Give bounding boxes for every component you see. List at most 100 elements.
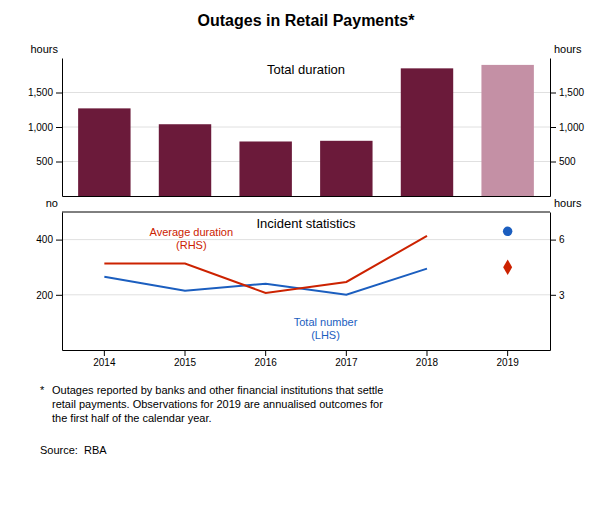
tick: 400	[36, 234, 62, 245]
tick-label: 1,500	[559, 87, 584, 98]
title: Outages in Retail Payments*	[198, 12, 416, 29]
legend-label: Average duration(RHS)	[150, 226, 234, 251]
tick-mark	[507, 350, 508, 356]
axis-line	[62, 213, 63, 351]
axis-title: hours	[30, 43, 58, 55]
grid-line	[62, 92, 550, 93]
tick: 1,500	[550, 87, 584, 98]
tick-label: 2015	[174, 357, 197, 368]
tick-mark	[550, 240, 556, 241]
tick-label: 3	[559, 290, 565, 301]
tick: 6	[550, 234, 565, 245]
bar	[320, 141, 372, 196]
tick-label: 400	[36, 234, 53, 245]
axis-title: hours	[554, 197, 582, 209]
tick: 500	[550, 156, 576, 167]
legend-label: Total number(LHS)	[294, 316, 358, 341]
tick-label: 1,000	[28, 122, 53, 133]
x-axis: 2014 2015 2016 2017 2018 2019	[63, 350, 551, 368]
bar	[401, 68, 453, 196]
line	[104, 269, 427, 295]
axis-title: hours	[554, 43, 582, 55]
point	[503, 227, 512, 236]
tick-mark	[550, 295, 556, 296]
tick-label: 500	[36, 156, 53, 167]
grid-line	[62, 127, 550, 128]
text-line: Source: RBA	[40, 444, 107, 456]
y2-axis: 36	[550, 213, 565, 351]
tick: 3	[550, 290, 565, 301]
tick-label: 2017	[335, 357, 358, 368]
tick: 2014	[93, 350, 116, 368]
text-line: Average duration	[150, 226, 234, 238]
tick: 2015	[174, 350, 197, 368]
annotation: Outages reported by banks and other fina…	[52, 384, 383, 424]
tick-mark	[550, 93, 556, 94]
chart: 500 1,000 1,500 500 1,000 1,500 hours hours Tota…	[0, 0, 612, 518]
tick-mark	[550, 127, 556, 128]
tick: 2017	[335, 350, 358, 368]
axis-line	[62, 59, 63, 197]
text-line: Outages reported by banks and other fina…	[52, 384, 383, 396]
grid-line	[62, 239, 550, 240]
axis-line	[63, 196, 551, 197]
annotation: *	[40, 384, 45, 396]
y-axis: 500 1,000 1,500	[28, 59, 63, 197]
tick-label: 2018	[416, 357, 439, 368]
tick-label: 1,500	[28, 87, 53, 98]
tick-label: 1,000	[559, 122, 584, 133]
panel-title: Incident statistics	[257, 216, 356, 231]
axis-line	[550, 213, 551, 351]
bar	[481, 65, 533, 196]
text-line: Total number	[294, 316, 358, 328]
tick-mark	[550, 162, 556, 163]
text-line: (LHS)	[311, 329, 340, 341]
grid	[62, 93, 550, 162]
bar	[239, 141, 291, 196]
tick-mark	[346, 350, 347, 356]
tick-label: 500	[559, 156, 576, 167]
panel-title: Total duration	[267, 62, 345, 77]
bars	[78, 65, 534, 196]
tick: 500	[36, 156, 62, 167]
tick-mark	[426, 350, 427, 356]
tick-label: 2014	[93, 357, 116, 368]
y2-axis: 500 1,000 1,500	[550, 59, 584, 197]
x-axis	[63, 196, 551, 197]
tick-label: 2016	[255, 357, 278, 368]
tick-label: 6	[559, 234, 565, 245]
tick: 2016	[255, 350, 278, 368]
tick-mark	[56, 162, 62, 163]
text-line: the first half of the calendar year.	[52, 412, 212, 424]
tick-mark	[185, 350, 186, 356]
annotation: Source: RBA	[40, 444, 107, 456]
tick-label: 2019	[497, 357, 520, 368]
tick-label: 200	[36, 290, 53, 301]
tick-mark	[56, 240, 62, 241]
grid-line	[62, 161, 550, 162]
bar	[78, 108, 130, 196]
tick: 1,500	[28, 87, 62, 98]
text-line: retail payments. Observations for 2019 a…	[52, 398, 383, 410]
axis-line	[63, 350, 551, 351]
text-line: *	[40, 384, 45, 396]
tick-mark	[265, 350, 266, 356]
series	[104, 227, 512, 295]
axis-title: no	[46, 197, 58, 209]
tick: 1,000	[550, 122, 584, 133]
line	[104, 236, 427, 293]
tick: 1,000	[28, 122, 62, 133]
bar	[159, 124, 211, 196]
tick: 2018	[416, 350, 439, 368]
y-axis: 200 400	[36, 213, 62, 351]
text-line: (RHS)	[176, 239, 207, 251]
point	[503, 259, 512, 275]
tick-mark	[56, 295, 62, 296]
tick-mark	[104, 350, 105, 356]
grid-line	[62, 294, 550, 295]
frame	[62, 212, 550, 213]
tick: 2019	[497, 350, 520, 368]
tick-mark	[56, 93, 62, 94]
tick-mark	[56, 127, 62, 128]
tick: 200	[36, 290, 62, 301]
